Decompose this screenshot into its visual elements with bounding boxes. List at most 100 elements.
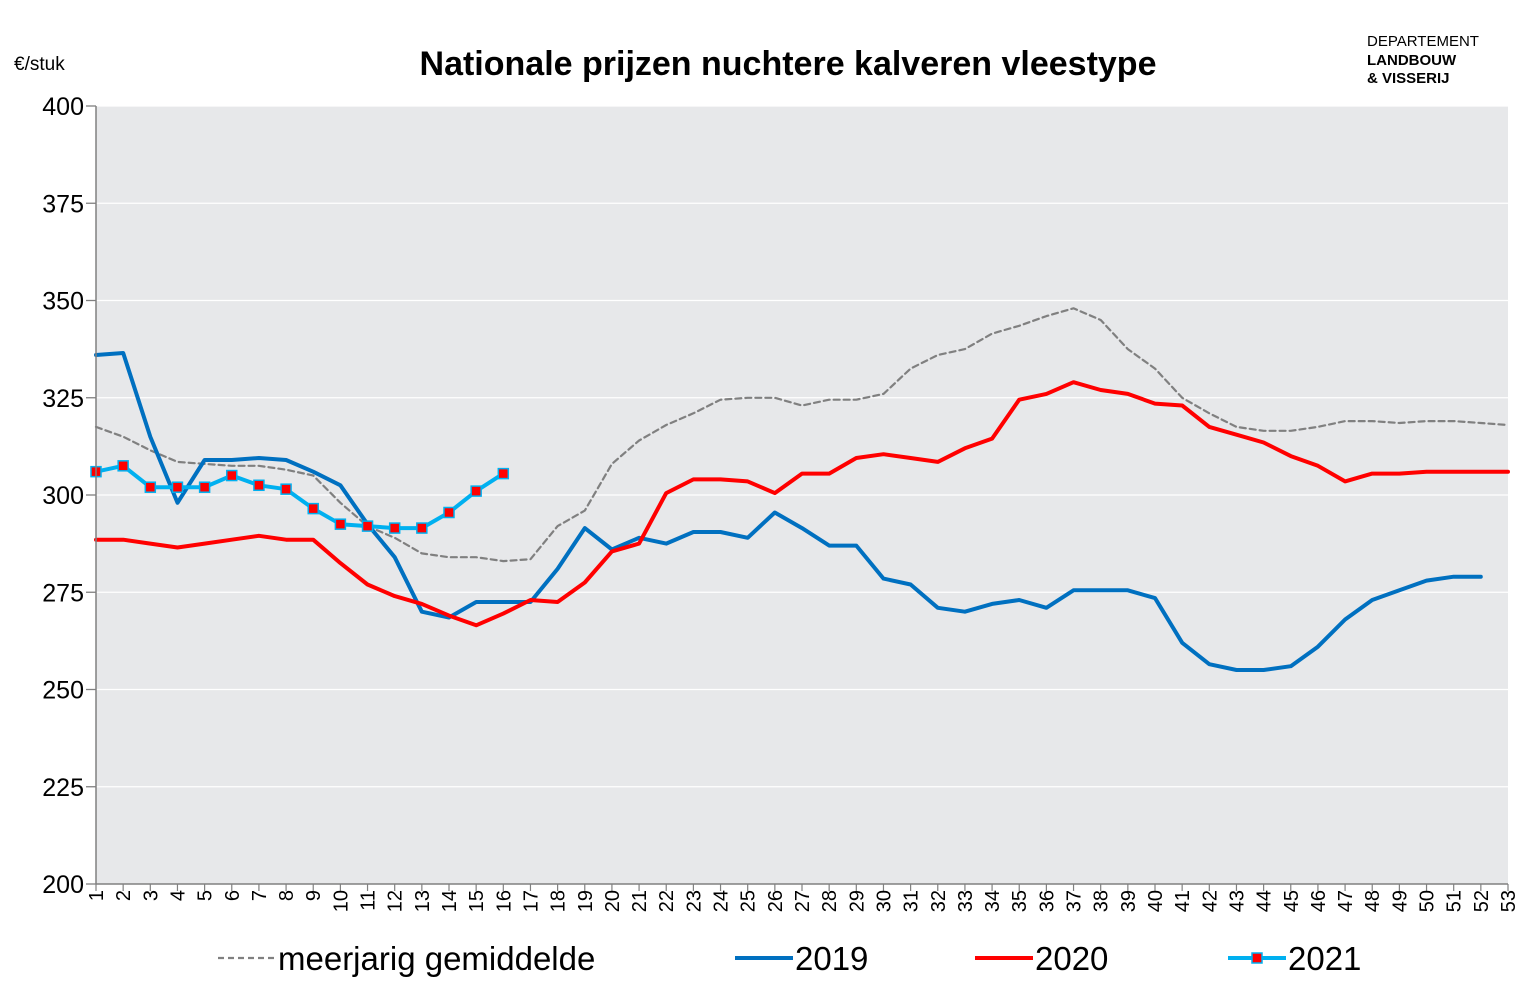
x-tick-label: 27 <box>792 890 814 912</box>
x-tick-label: 44 <box>1254 890 1276 912</box>
x-tick-label: 26 <box>765 890 787 912</box>
series-line <box>94 380 1510 628</box>
x-tick-label: 28 <box>819 890 841 912</box>
legend-label: 2019 <box>795 940 868 977</box>
series-2020 <box>94 380 1510 628</box>
data-point <box>416 522 428 534</box>
x-axis-ticks: 1 2 3 4 5 6 7 8 9 10 11 12 13 14 15 16 17 18 19 20 21 22 23 24 2… <box>86 884 1520 912</box>
x-tick-label: 4 <box>167 890 189 901</box>
data-point <box>443 506 455 519</box>
y-tick-label: 275 <box>42 579 84 607</box>
x-tick-label: 14 <box>439 890 461 912</box>
data-point <box>334 518 347 530</box>
x-tick-label: 40 <box>1145 890 1167 912</box>
legend-label: 2020 <box>1035 940 1108 977</box>
x-tick-label: 33 <box>955 890 977 912</box>
y-tick-label: 325 <box>42 385 84 413</box>
x-tick-label: 25 <box>738 890 760 912</box>
x-tick-label: 39 <box>1118 890 1140 912</box>
logo-line-3: & VISSERIJ <box>1367 70 1450 87</box>
x-tick-label: 24 <box>711 890 733 912</box>
y-tick-label: 250 <box>42 677 84 705</box>
data-point <box>361 520 374 532</box>
x-tick-label: 18 <box>548 890 570 912</box>
x-tick-label: 21 <box>629 890 651 912</box>
y-tick-label: 225 <box>42 774 84 802</box>
x-tick-label: 34 <box>982 890 1004 912</box>
x-tick-label: 32 <box>928 890 950 912</box>
department-logo: DEPARTEMENT LANDBOUW & VISSERIJ <box>1367 33 1479 87</box>
legend-label: meerjarig gemiddelde <box>278 940 595 977</box>
y-axis-unit-label: €/stuk <box>14 54 65 75</box>
x-tick-label: 9 <box>303 890 325 901</box>
data-point <box>280 483 292 495</box>
legend-item: 2020 <box>975 940 1108 977</box>
x-tick-label: 30 <box>873 890 895 912</box>
series-line <box>94 307 1510 563</box>
series-group <box>90 307 1510 672</box>
logo-line-2: LANDBOUW <box>1367 52 1457 69</box>
logo-line-1: DEPARTEMENT <box>1367 33 1479 50</box>
legend-item: 2019 <box>735 940 868 977</box>
series-line <box>94 463 506 531</box>
x-tick-label: 45 <box>1281 890 1303 912</box>
x-tick-label: 1 <box>86 890 108 901</box>
x-tick-label: 38 <box>1091 890 1113 912</box>
data-point <box>497 467 510 480</box>
data-point <box>307 502 319 515</box>
legend-item: 2021 <box>1228 940 1361 977</box>
x-tick-label: 17 <box>520 890 542 912</box>
x-tick-label: 16 <box>493 890 515 912</box>
x-tick-label: 35 <box>1009 890 1031 912</box>
x-tick-label: 31 <box>901 890 923 912</box>
x-tick-label: 11 <box>358 890 380 911</box>
x-tick-label: 41 <box>1172 890 1194 912</box>
data-point <box>388 522 401 534</box>
data-point <box>171 481 184 493</box>
legend-item: meerjarig gemiddelde <box>218 940 595 977</box>
x-tick-label: 15 <box>466 890 488 912</box>
data-point <box>198 481 211 493</box>
x-tick-label: 23 <box>683 890 705 912</box>
x-tick-label: 51 <box>1444 890 1466 912</box>
data-point <box>470 485 482 497</box>
chart-title: Nationale prijzen nuchtere kalveren vlee… <box>420 45 1157 83</box>
x-tick-label: 36 <box>1036 890 1058 912</box>
data-point <box>226 469 238 482</box>
x-tick-label: 49 <box>1389 890 1411 912</box>
x-tick-label: 53 <box>1498 890 1520 912</box>
x-tick-label: 22 <box>656 890 678 912</box>
x-tick-label: 20 <box>602 890 624 912</box>
x-tick-label: 5 <box>195 890 217 901</box>
legend-label: 2021 <box>1288 940 1361 977</box>
y-axis-ticks: 200 225 250 275 300 325 350 375 400 <box>42 93 96 899</box>
data-point <box>144 481 157 493</box>
legend-marker <box>1251 952 1263 964</box>
series-2021 <box>90 460 510 534</box>
x-tick-label: 37 <box>1064 890 1086 912</box>
x-tick-label: 46 <box>1308 890 1330 912</box>
x-tick-label: 50 <box>1417 890 1439 912</box>
x-tick-label: 10 <box>330 890 352 912</box>
x-tick-label: 6 <box>222 890 244 901</box>
y-tick-label: 375 <box>42 190 84 218</box>
y-tick-label: 350 <box>42 288 84 316</box>
y-tick-label: 200 <box>42 871 84 899</box>
x-tick-label: 13 <box>412 890 434 912</box>
x-tick-label: 43 <box>1226 890 1248 912</box>
series-meerjarig-gemiddelde <box>94 307 1510 563</box>
x-tick-label: 42 <box>1199 890 1221 912</box>
x-tick-label: 2 <box>113 890 135 901</box>
x-tick-label: 7 <box>249 890 271 901</box>
x-tick-label: 12 <box>385 890 407 912</box>
legend: meerjarig gemiddelde 2019 2020 2021 <box>218 940 1361 977</box>
series-2019 <box>94 351 1483 672</box>
x-tick-label: 19 <box>575 890 597 912</box>
x-tick-label: 3 <box>140 890 162 901</box>
y-tick-label: 400 <box>42 93 84 121</box>
data-point <box>117 460 129 472</box>
y-tick-label: 300 <box>42 482 84 510</box>
data-point <box>253 479 265 492</box>
x-tick-label: 48 <box>1362 890 1384 912</box>
